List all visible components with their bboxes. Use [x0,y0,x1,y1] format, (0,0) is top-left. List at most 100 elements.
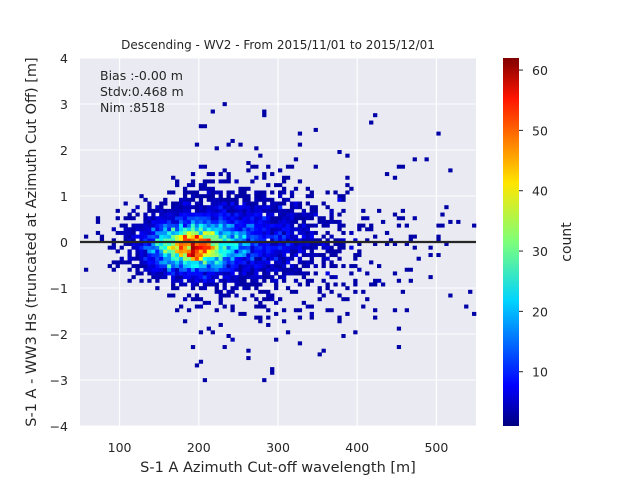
heatmap-cell [254,278,259,283]
heatmap-cell [238,227,243,232]
heatmap-cell [297,230,303,235]
heatmap-cell [285,330,291,335]
heatmap-cell [214,230,219,235]
heatmap-cell [230,304,235,309]
heatmap-cell [179,260,184,265]
heatmap-cell [266,275,271,280]
heatmap-cell [175,219,180,224]
heatmap-cell [293,267,299,272]
heatmap-cell [159,271,164,276]
heatmap-cell [198,278,204,283]
heatmap-cell [313,242,318,246]
heatmap-cell [198,194,204,199]
heatmap-cell [305,234,310,239]
heatmap-cell [428,253,433,258]
colorbar-tick-labels: 10 20 30 40 50 60 [519,63,548,380]
heatmap-cell [155,264,160,269]
heatmap-cell [305,245,310,250]
heatmap-cell [250,216,255,221]
heatmap-cell [218,179,223,184]
heatmap-cell [127,216,132,221]
heatmap-cell [159,238,164,243]
heatmap-cell [210,179,215,184]
heatmap-cell [345,297,350,302]
heatmap-cell [274,242,279,246]
heatmap-cell [206,238,211,243]
heatmap-cell [266,230,271,235]
heatmap-cell [222,249,227,254]
heatmap-cell [143,238,148,243]
heatmap-cell [305,238,310,243]
heatmap-cell [444,205,449,210]
heatmap-cell [281,212,287,217]
heatmap-cell [262,256,267,261]
heatmap-cell [289,190,295,195]
heatmap-cell [309,230,314,235]
heatmap-cell [226,264,231,269]
heatmap-cell [321,216,326,221]
heatmap-cell [234,179,239,184]
heatmap-cell [226,253,231,258]
heatmap-cell [258,230,263,235]
heatmap-cell [337,319,342,324]
heatmap-cell [226,230,231,235]
heatmap-cell [289,201,295,206]
heatmap-cell [313,164,318,169]
heatmap-cell [179,227,184,232]
heatmap-cell [400,216,406,221]
heatmap-cell [202,216,208,221]
heatmap-cell [155,256,160,261]
heatmap-cell [329,308,334,313]
heatmap-cell [210,172,215,177]
heatmap-cell [175,267,180,272]
heatmap-cell [234,223,239,228]
heatmap-cell [147,205,152,210]
x-tick-label: 400 [345,440,369,455]
heatmap-cell [167,242,172,246]
heatmap-cell [214,271,219,276]
heatmap-cell [194,219,200,224]
heatmap-cell [135,271,140,276]
heatmap-cell [246,264,251,269]
heatmap-cell [202,286,208,291]
heatmap-cell [234,256,239,261]
heatmap-cell [123,227,128,232]
heatmap-cell [270,208,275,213]
heatmap-cell [175,242,180,246]
heatmap-cell [190,282,196,287]
heatmap-cell [274,286,279,291]
heatmap-cell [163,242,168,246]
heatmap-cell [186,249,192,254]
heatmap-cell [254,271,259,276]
heatmap-cell [337,245,342,250]
heatmap-cell [171,253,176,258]
heatmap-cell [325,190,330,195]
heatmap-cell [194,363,200,368]
heatmap-cell [151,238,156,243]
heatmap-cell [309,205,314,210]
heatmap-cell [341,194,346,199]
heatmap-cell [194,249,200,254]
heatmap-cell [127,238,132,243]
heatmap-cell [278,208,283,213]
heatmap-cell [198,223,204,228]
heatmap-cell [111,267,116,272]
heatmap-cell [171,223,176,228]
heatmap-cell [238,311,243,316]
heatmap-cell [341,242,346,246]
heatmap-cell [246,242,251,246]
heatmap-cell [147,208,152,213]
heatmap-cell [214,212,219,217]
heatmap-cell [278,216,283,221]
heatmap-cell [167,230,172,235]
heatmap-cell [230,219,235,224]
heatmap-cell [234,242,239,246]
heatmap-cell [151,234,156,239]
heatmap-cell [262,271,267,276]
heatmap-cell [167,264,172,269]
heatmap-cell [147,264,152,269]
heatmap-cell [321,242,326,246]
heatmap-cell [206,194,211,199]
heatmap-cell [115,216,120,221]
heatmap-cell [95,216,101,221]
